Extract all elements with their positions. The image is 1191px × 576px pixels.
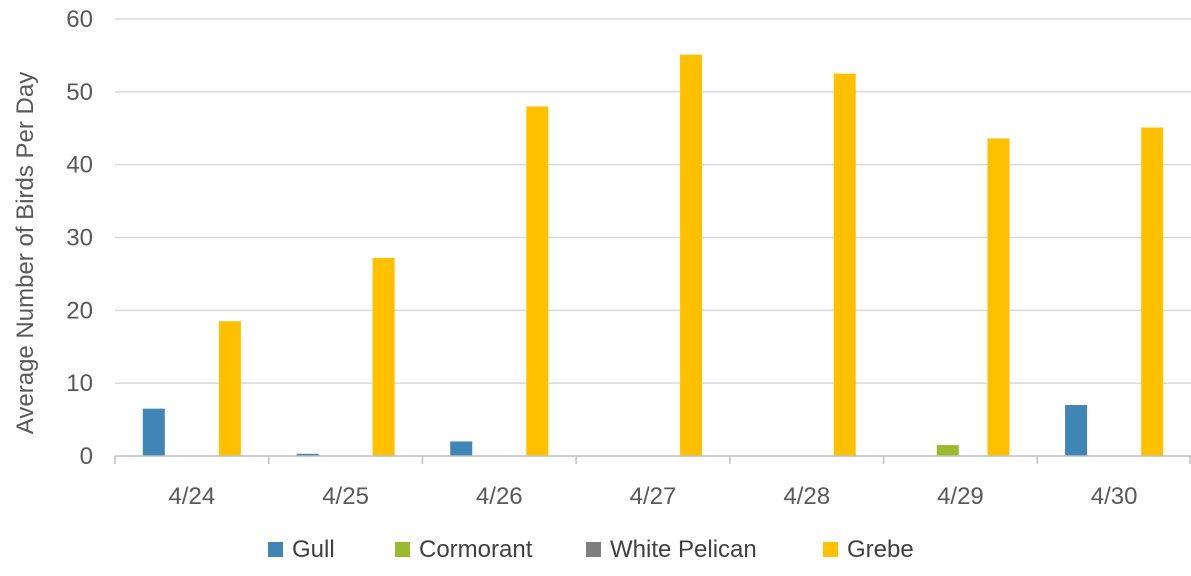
legend-swatch (268, 542, 283, 557)
x-tick-label: 4/30 (1091, 483, 1138, 510)
legend-label: White Pelican (610, 536, 757, 563)
bar-grebe (218, 321, 241, 456)
y-tick-label: 60 (66, 6, 93, 33)
x-tick-label: 4/26 (476, 483, 523, 510)
x-tick-label: 4/25 (322, 483, 369, 510)
bar-gull (296, 453, 319, 456)
bar-cormorant (936, 445, 959, 456)
legend-label: Grebe (847, 536, 914, 563)
bar-gull (142, 408, 165, 456)
legend-label: Gull (292, 536, 335, 563)
bars (142, 54, 1164, 457)
x-tick-label: 4/28 (783, 483, 830, 510)
gridlines (115, 18, 1191, 384)
bar-grebe (526, 106, 549, 457)
x-tick-label: 4/29 (937, 483, 984, 510)
bar-grebe (1141, 127, 1164, 456)
y-axis-title: Average Number of Birds Per Day (12, 72, 39, 434)
y-tick-label: 40 (66, 152, 93, 179)
legend: Gull Cormorant White Pelican Grebe (268, 536, 914, 563)
y-tick-label: 50 (66, 79, 93, 106)
bar-gull (450, 441, 473, 456)
bar-gull (1065, 405, 1088, 456)
bar-grebe (680, 54, 703, 457)
x-tick-label: 4/24 (168, 483, 215, 510)
y-tick-label: 0 (80, 443, 93, 470)
bar-grebe (372, 257, 395, 456)
y-tick-label: 20 (66, 297, 93, 324)
x-tick-label: 4/27 (630, 483, 677, 510)
bar-grebe (987, 138, 1010, 457)
bar-grebe (833, 73, 856, 456)
legend-swatch (586, 542, 601, 557)
legend-label: Cormorant (419, 536, 533, 563)
legend-swatch (395, 542, 410, 557)
y-tick-label: 10 (66, 370, 93, 397)
legend-swatch (823, 542, 838, 557)
axes: 0 10 20 30 40 50 60 4/24 4/25 4/26 4/27 4/28 4/29 4/3… (66, 6, 1191, 510)
y-tick-label: 30 (66, 225, 93, 252)
